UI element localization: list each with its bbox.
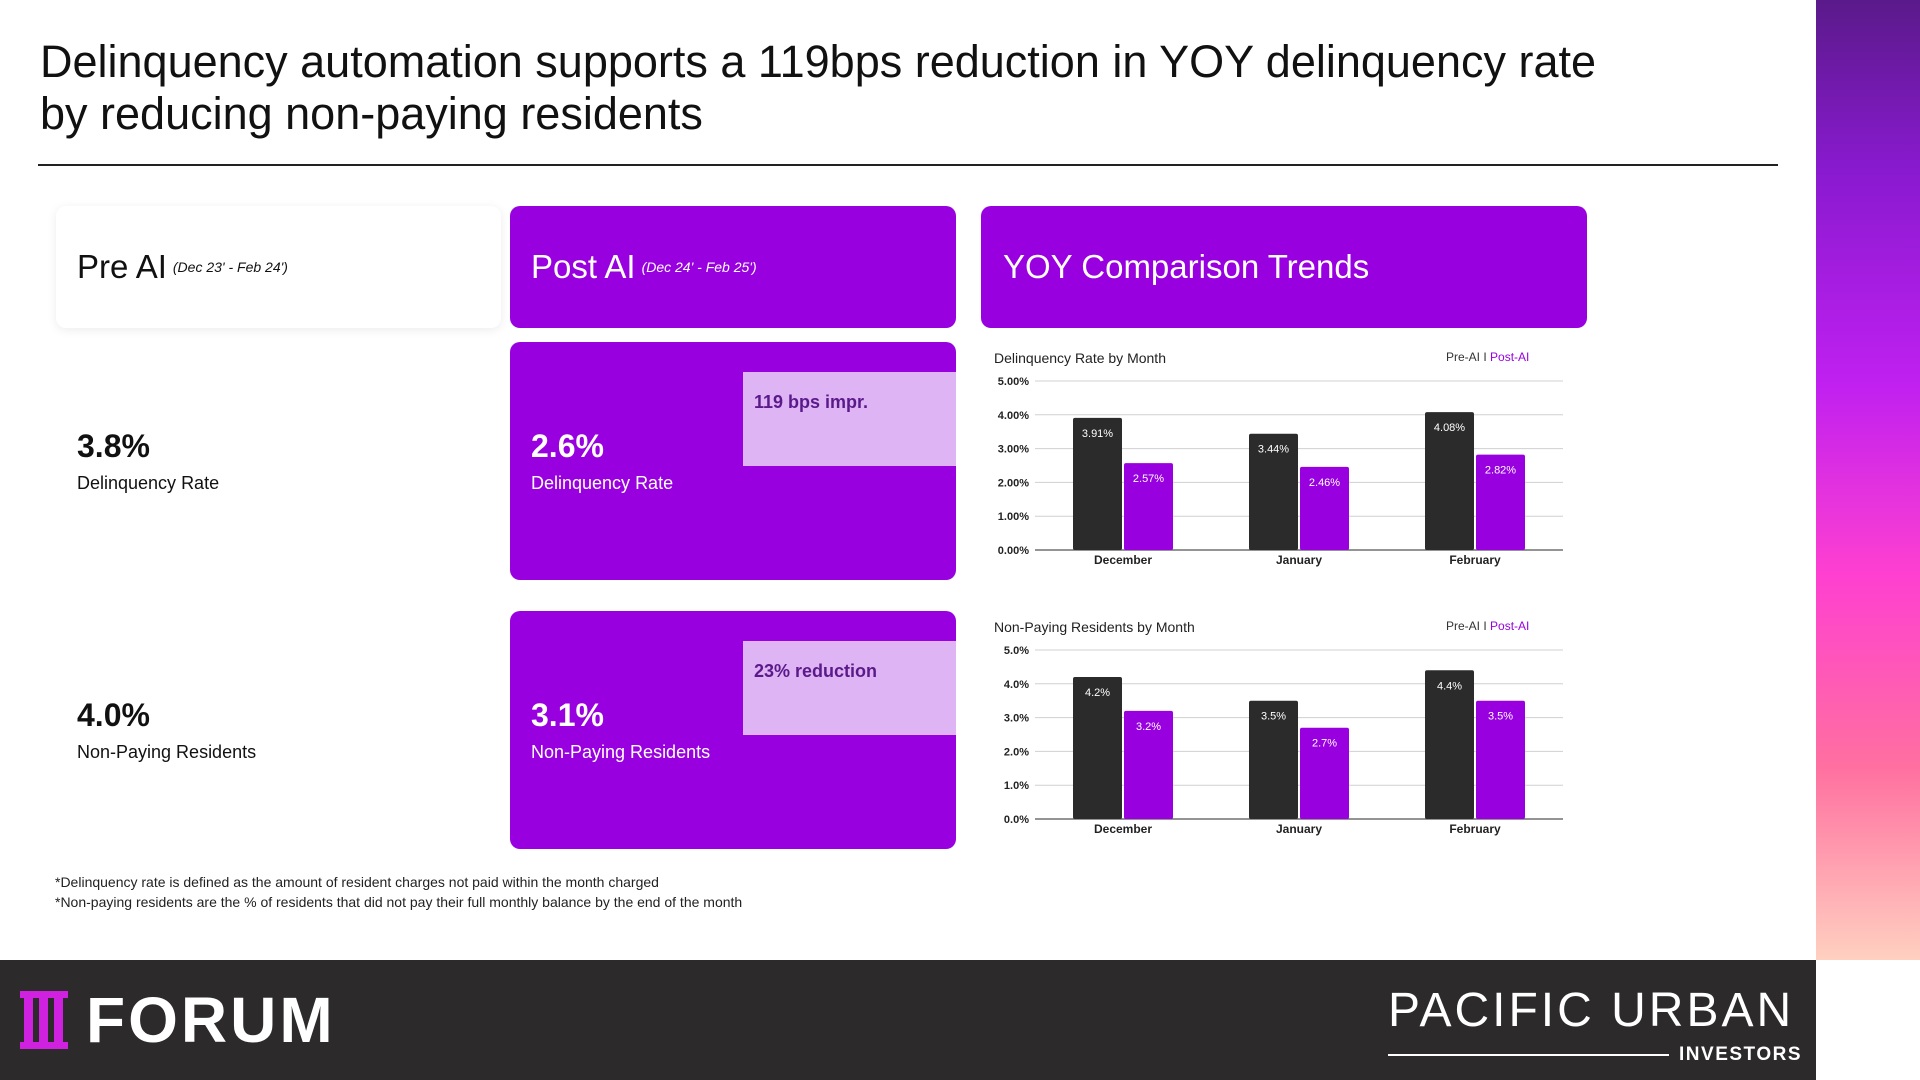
y-tick-label: 2.00%: [998, 477, 1029, 489]
data-label: 4.4%: [1437, 680, 1462, 692]
pacific-urban-logo: PACIFIC URBAN INVESTORS: [1388, 986, 1802, 1066]
bar-post-ai: [1476, 454, 1525, 550]
legend-post: Post-AI: [1490, 350, 1530, 364]
pacific-urban-wordmark: PACIFIC URBAN: [1388, 984, 1795, 1037]
data-label: 2.57%: [1133, 473, 1164, 485]
y-tick-label: 5.0%: [1004, 645, 1029, 657]
chart-title: Delinquency Rate by Month: [994, 350, 1166, 366]
pre-delinquency-value: 3.8%: [77, 428, 150, 464]
post-delinquency-card: 119 bps impr. 2.6% Delinquency Rate: [510, 342, 956, 580]
legend-post: Post-AI: [1490, 619, 1530, 633]
yoy-title: YOY Comparison Trends: [1003, 248, 1370, 285]
post-delinquency-value: 2.6%: [531, 428, 604, 464]
bar-post-ai: [1476, 700, 1525, 819]
post-nonpaying-card: 23% reduction 3.1% Non-Paying Residents: [510, 611, 956, 849]
data-label: 2.82%: [1485, 465, 1516, 477]
pre-ai-period: (Dec 23' - Feb 24'): [172, 259, 288, 275]
bar-pre-ai: [1425, 412, 1474, 550]
data-label: 2.7%: [1312, 738, 1337, 750]
y-tick-label: 0.0%: [1004, 814, 1029, 826]
data-label: 3.44%: [1258, 444, 1289, 456]
title-line-1: Delinquency automation supports a 119bps…: [40, 36, 1597, 87]
post-nonpaying-label: Non-Paying Residents: [531, 742, 711, 762]
nonpaying-reduction-badge: 23% reduction: [743, 641, 956, 735]
yoy-header-card: YOY Comparison Trends: [981, 206, 1587, 328]
pre-delinquency-metric: 3.8% Delinquency Rate: [77, 428, 219, 494]
bar-pre-ai: [1073, 677, 1122, 819]
post-ai-title: Post AI: [531, 248, 636, 285]
y-tick-label: 5.00%: [998, 376, 1029, 388]
nonpaying-chart: Non-Paying Residents by Month Pre-AI I P…: [985, 611, 1585, 841]
pre-nonpaying-value: 4.0%: [77, 697, 150, 733]
post-delinquency-label: Delinquency Rate: [531, 473, 674, 493]
x-tick-label: January: [1276, 822, 1322, 836]
chart-legend: Pre-AI I Post-AI: [1446, 619, 1529, 633]
delinquency-improvement-badge: 119 bps impr.: [743, 372, 956, 466]
data-label: 3.5%: [1488, 711, 1513, 723]
bar-pre-ai: [1425, 670, 1474, 819]
chart-legend: Pre-AI I Post-AI: [1446, 350, 1529, 364]
y-tick-label: 0.00%: [998, 545, 1029, 557]
bar-pre-ai: [1249, 700, 1298, 819]
y-tick-label: 1.0%: [1004, 780, 1029, 792]
decorative-gradient-strip: [1816, 0, 1920, 960]
forum-logo: FORUM: [20, 984, 336, 1056]
delinquency-chart: Delinquency Rate by Month Pre-AI I Post-…: [985, 342, 1585, 572]
data-label: 3.5%: [1261, 711, 1286, 723]
pre-delinquency-label: Delinquency Rate: [77, 473, 220, 493]
nonpaying-chart-svg: 0.0% 1.0% 2.0% 3.0% 4.0% 5.0% 4.2% 3.2% December…: [1004, 645, 1563, 836]
x-tick-label: December: [1094, 553, 1152, 567]
y-tick-label: 3.0%: [1004, 713, 1029, 725]
delinquency-chart-svg: 0.00% 1.00% 2.00% 3.00% 4.00% 5.00% 3.91% 2.57%…: [998, 376, 1563, 567]
post-nonpaying-value: 3.1%: [531, 697, 604, 733]
title-line-2: by reducing non-paying residents: [40, 88, 703, 139]
footer-bar: FORUM PACIFIC URBAN INVESTORS: [0, 960, 1816, 1080]
bar-post-ai: [1124, 710, 1173, 819]
bar-pre-ai: [1073, 417, 1122, 550]
pre-ai-title: Pre AI: [77, 248, 167, 285]
bar-post-ai: [1124, 463, 1173, 550]
bar-post-ai: [1300, 727, 1349, 819]
data-label: 4.2%: [1085, 687, 1110, 699]
footnotes: *Delinquency rate is defined as the amou…: [55, 872, 742, 912]
footnote-delinquency: *Delinquency rate is defined as the amou…: [55, 874, 659, 890]
x-tick-label: January: [1276, 553, 1322, 567]
legend-separator: I: [1480, 619, 1491, 633]
bar-post-ai: [1300, 466, 1349, 550]
footnote-nonpaying: *Non-paying residents are the % of resid…: [55, 894, 743, 910]
bar-pre-ai: [1249, 433, 1298, 550]
legend-pre: Pre-AI: [1446, 619, 1481, 633]
data-label: 3.2%: [1136, 721, 1161, 733]
y-tick-label: 4.0%: [1004, 679, 1029, 691]
post-ai-header-card: Post AI (Dec 24' - Feb 25'): [510, 206, 956, 328]
investors-wordmark: INVESTORS: [1679, 1044, 1802, 1065]
x-tick-label: December: [1094, 822, 1152, 836]
y-tick-label: 4.00%: [998, 410, 1029, 422]
logo-rule: [1388, 1054, 1670, 1056]
y-tick-label: 3.00%: [998, 444, 1029, 456]
data-label: 4.08%: [1434, 422, 1465, 434]
page-title: Delinquency automation supports a 119bps…: [40, 36, 1600, 140]
chart-title: Non-Paying Residents by Month: [994, 619, 1195, 635]
y-tick-label: 2.0%: [1004, 746, 1029, 758]
forum-wordmark: FORUM: [86, 984, 336, 1056]
forum-mark-icon: [20, 991, 68, 1049]
post-ai-period: (Dec 24' - Feb 25'): [641, 259, 757, 275]
x-tick-label: February: [1449, 822, 1501, 836]
data-label: 3.91%: [1082, 428, 1113, 440]
x-tick-label: February: [1449, 553, 1501, 567]
y-tick-label: 1.00%: [998, 511, 1029, 523]
title-divider: [38, 164, 1778, 166]
pre-nonpaying-label: Non-Paying Residents: [77, 742, 257, 762]
legend-pre: Pre-AI: [1446, 350, 1481, 364]
data-label: 2.46%: [1309, 477, 1340, 489]
pre-ai-header-card: Pre AI (Dec 23' - Feb 24'): [56, 206, 501, 328]
legend-separator: I: [1480, 350, 1491, 364]
pre-nonpaying-metric: 4.0% Non-Paying Residents: [77, 697, 256, 763]
